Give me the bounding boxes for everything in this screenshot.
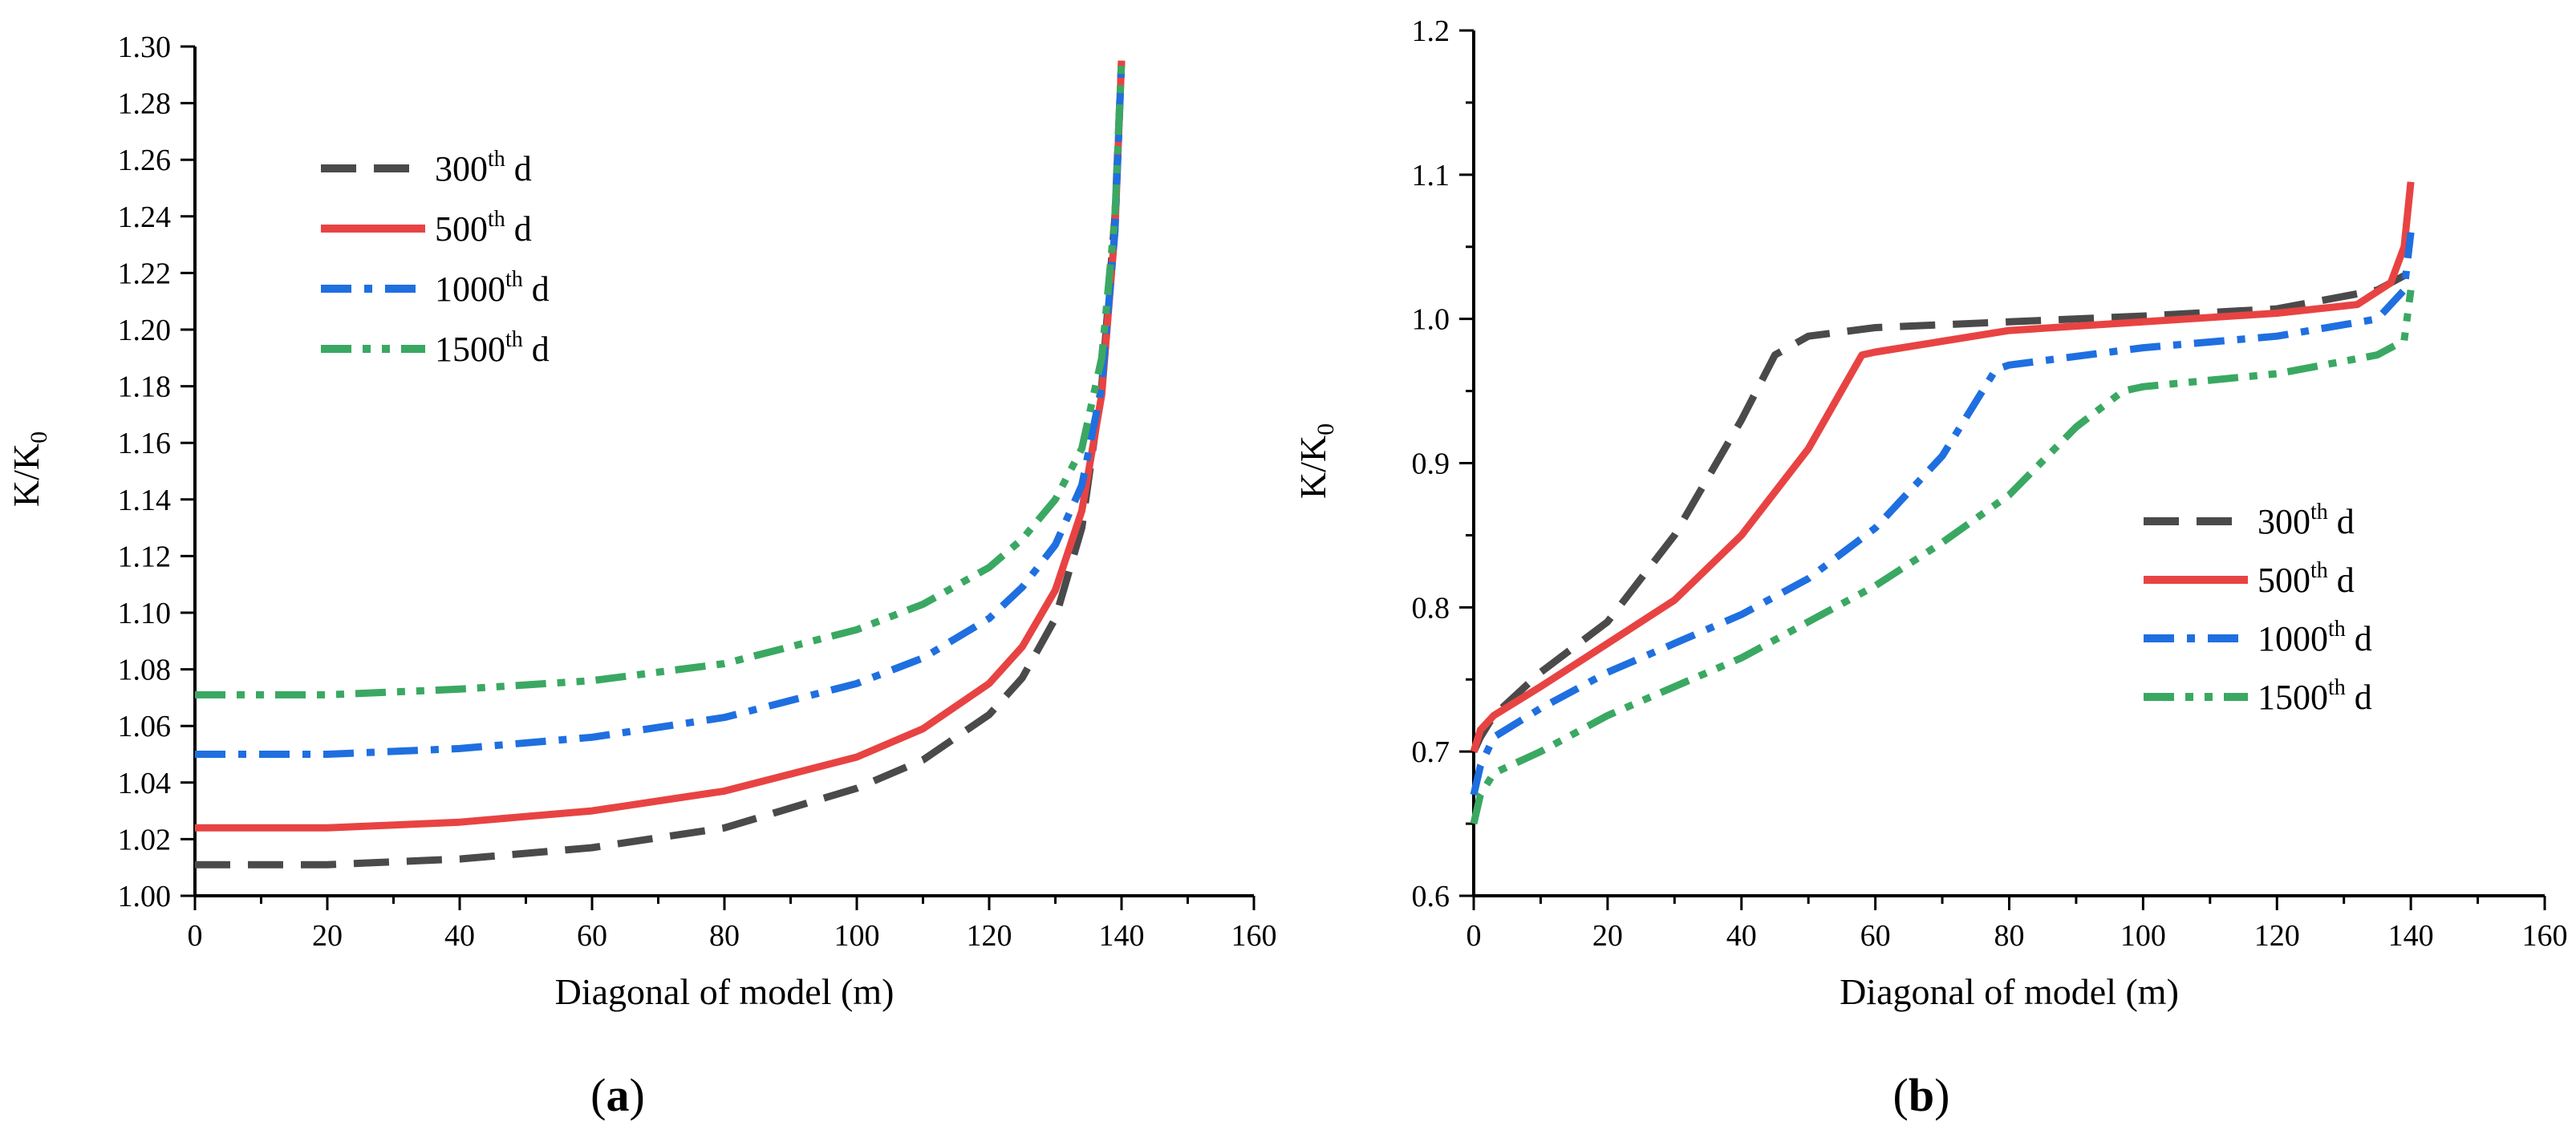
- panel-label-letter: b: [1909, 1069, 1934, 1121]
- y-tick-label: 1.16: [118, 427, 172, 460]
- x-tick-label: 0: [1466, 919, 1482, 953]
- series-line-300: [1470, 232, 2415, 754]
- legend-label-1000: 1000th d: [435, 267, 550, 309]
- panel-label-open-paren: (: [1893, 1069, 1909, 1121]
- legend-label-superscript: th: [505, 267, 523, 292]
- x-tick-label: 20: [1592, 919, 1623, 953]
- x-tick-label: 100: [834, 919, 880, 953]
- legend-label-unit: d: [2346, 678, 2372, 717]
- legend-label-number: 500: [435, 209, 488, 249]
- legend-label-number: 1000: [435, 269, 505, 309]
- y-tick-label: 1.06: [118, 710, 172, 743]
- legend-label-superscript: th: [2328, 675, 2346, 700]
- x-tick-label: 100: [2120, 919, 2166, 953]
- x-tick-label: 40: [444, 919, 475, 953]
- y-tick-label: 1.02: [118, 823, 172, 856]
- y-axis-label-main: K/K: [1292, 435, 1333, 499]
- y-tick-label: 1.10: [118, 597, 172, 630]
- legend-label-300: 300th d: [435, 147, 532, 188]
- y-tick-label: 1.28: [118, 87, 172, 121]
- x-tick-label: 140: [1099, 919, 1145, 953]
- x-tick-label: 120: [2254, 919, 2300, 953]
- legend-label-unit: d: [2328, 561, 2355, 600]
- panel-label: (a): [590, 1069, 645, 1121]
- y-axis-label: K/K0: [6, 431, 52, 507]
- legend-label-unit: d: [523, 269, 550, 309]
- y-axis-label-subscript: 0: [26, 431, 52, 443]
- x-tick-label: 60: [577, 919, 607, 953]
- x-tick-label: 0: [188, 919, 203, 953]
- y-tick-label: 0.6: [1412, 880, 1450, 913]
- legend-label-number: 1500: [2258, 678, 2328, 717]
- x-tick-label: 80: [709, 919, 740, 953]
- y-tick-label: 1.12: [118, 540, 172, 573]
- y-tick-label: 1.0: [1412, 303, 1450, 337]
- legend-label-unit: d: [505, 209, 532, 249]
- x-tick-label: 160: [2522, 919, 2568, 953]
- legend-label-unit: d: [2346, 619, 2372, 658]
- legend-label-1500: 1500th d: [2258, 675, 2372, 717]
- legend-label-superscript: th: [2310, 500, 2328, 524]
- legend-label-unit: d: [2328, 502, 2355, 541]
- legend-label-500: 500th d: [435, 207, 532, 249]
- legend-label-number: 300: [435, 149, 488, 188]
- series-line-500: [1470, 181, 2415, 753]
- legend-label-superscript: th: [488, 147, 505, 172]
- y-axis-label-main: K/K: [6, 443, 47, 507]
- y-tick-label: 0.8: [1412, 591, 1450, 625]
- x-tick-label: 20: [312, 919, 343, 953]
- y-tick-label: 1.18: [118, 371, 172, 404]
- x-tick-label: 80: [1994, 919, 2025, 953]
- panel-label-close-paren: ): [630, 1069, 645, 1121]
- panel-label-close-paren: ): [1934, 1069, 1949, 1121]
- x-axis-label: Diagonal of model (m): [555, 971, 895, 1012]
- x-tick-label: 160: [1231, 919, 1277, 953]
- y-tick-label: 1.14: [118, 484, 172, 517]
- panel-label-open-paren: (: [590, 1069, 606, 1121]
- series-line-300: [195, 60, 1126, 869]
- y-axis-label-subscript: 0: [1312, 423, 1339, 435]
- legend-label-number: 1000: [2258, 619, 2328, 658]
- x-tick-label: 40: [1726, 919, 1757, 953]
- chart-panel-b: 0 20 40 60 80 100 120 140 160 0.6 0.7 0.8 0.9 1.0 1.1 1…: [1292, 14, 2568, 1121]
- legend-label-superscript: th: [2310, 558, 2328, 583]
- legend-label-superscript: th: [505, 327, 523, 352]
- legend-label-500: 500th d: [2258, 558, 2355, 600]
- y-tick-label: 1.2: [1412, 14, 1450, 48]
- x-tick-label: 120: [967, 919, 1012, 953]
- series-line-1000: [1470, 232, 2415, 796]
- y-tick-label: 1.20: [118, 314, 172, 347]
- legend-label-number: 300: [2258, 502, 2310, 541]
- legend-label-number: 1500: [435, 330, 505, 369]
- y-tick-label: 1.08: [118, 654, 172, 687]
- y-axis-label: K/K0: [1292, 423, 1339, 499]
- legend-label-300: 300th d: [2258, 500, 2355, 541]
- series-line-1000: [195, 60, 1126, 758]
- legend-label-number: 500: [2258, 561, 2310, 600]
- legend-label-unit: d: [523, 330, 550, 369]
- series-line-1500: [195, 60, 1126, 699]
- panel-label-letter: a: [606, 1069, 630, 1121]
- y-tick-label: 1.24: [118, 200, 172, 234]
- x-tick-label: 140: [2388, 919, 2434, 953]
- chart-panel-a: 0 20 40 60 80 100 120 140 160 1.00 1.02 1.04 1.06 1.0…: [6, 30, 1277, 1121]
- y-tick-label: 1.04: [118, 767, 172, 800]
- y-tick-label: 1.22: [118, 257, 172, 290]
- legend-label-superscript: th: [488, 207, 505, 232]
- y-tick-label: 1.1: [1412, 159, 1450, 192]
- series-line-1500: [1470, 290, 2415, 825]
- legend-label-unit: d: [505, 149, 532, 188]
- legend-label-1500: 1500th d: [435, 327, 550, 369]
- y-tick-label: 1.30: [118, 30, 172, 64]
- x-axis-label: Diagonal of model (m): [1840, 971, 2179, 1012]
- legend-label-1000: 1000th d: [2258, 617, 2372, 658]
- y-tick-label: 1.26: [118, 144, 172, 177]
- x-tick-label: 60: [1860, 919, 1891, 953]
- panel-label: (b): [1893, 1069, 1950, 1121]
- y-tick-label: 1.00: [118, 880, 172, 913]
- y-tick-label: 0.9: [1412, 447, 1450, 481]
- legend-label-superscript: th: [2328, 617, 2346, 642]
- y-tick-label: 0.7: [1412, 735, 1450, 769]
